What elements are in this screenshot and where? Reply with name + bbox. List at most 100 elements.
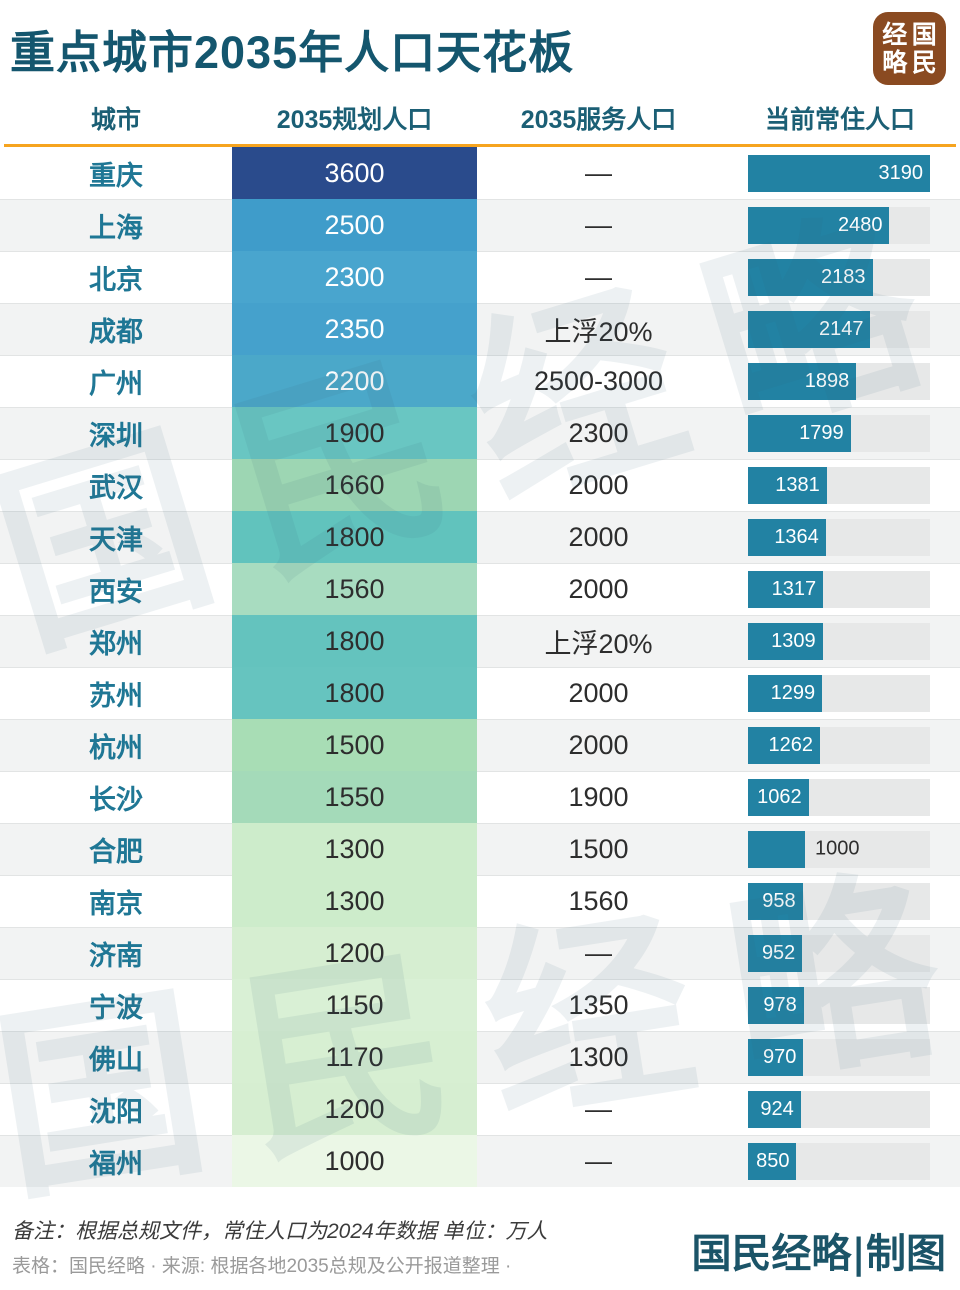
service-population-cell: — xyxy=(585,261,612,292)
population-bar-track: 850 xyxy=(748,1142,930,1180)
population-bar-value: 850 xyxy=(756,1149,790,1172)
planned-population-cell: 2350 xyxy=(232,303,477,355)
population-bar-value: 1364 xyxy=(774,525,819,548)
population-bar-track: 970 xyxy=(748,1038,930,1076)
population-bar-track: 1062 xyxy=(748,778,930,816)
population-bar-track: 1262 xyxy=(748,726,930,764)
population-bar-track: 1898 xyxy=(748,362,930,400)
service-population-cell: 1300 xyxy=(568,1041,629,1072)
population-bar-track: 1309 xyxy=(748,622,930,660)
population-bar-track: 924 xyxy=(748,1090,930,1128)
planned-population-cell: 1800 xyxy=(232,667,477,719)
population-bar-track: 1799 xyxy=(748,414,930,452)
city-name: 杭州 xyxy=(89,732,143,763)
current-population-cell: 2183 xyxy=(720,251,960,303)
footer-note-primary: 备注：根据总规文件，常住人口为2024年数据 单位：万人 xyxy=(12,1220,548,1243)
population-bar-track: 3190 xyxy=(748,154,930,192)
city-name: 武汉 xyxy=(89,472,143,503)
current-population-cell: 2147 xyxy=(720,303,960,355)
current-population-cell: 1381 xyxy=(720,459,960,511)
table-row: 长沙 1550 1900 1062 xyxy=(0,771,960,823)
service-population-cell: 1500 xyxy=(568,833,629,864)
current-population-cell: 1262 xyxy=(720,719,960,771)
population-bar-track: 952 xyxy=(748,934,930,972)
planned-population-cell: 1000 xyxy=(232,1135,477,1187)
population-bar-value: 952 xyxy=(761,941,796,964)
current-population-cell: 970 xyxy=(720,1031,960,1083)
footer-credit: 国民经略|制图 xyxy=(691,1230,946,1277)
table-row: 苏州 1800 2000 1299 xyxy=(0,667,960,719)
service-population-cell: 2000 xyxy=(568,729,629,760)
population-bar-value: 958 xyxy=(762,889,796,912)
service-population-cell: — xyxy=(585,1145,612,1176)
population-bar-fill: 1299 xyxy=(748,674,823,712)
population-bar-value: 2147 xyxy=(818,317,864,340)
service-population-cell: — xyxy=(585,209,612,240)
column-header-current: 当前常住人口 xyxy=(764,106,915,134)
header: 重点城市2035年人口天花板 经 国 略 民 xyxy=(0,0,960,92)
service-population-cell: 2000 xyxy=(568,521,629,552)
planned-population-cell: 1500 xyxy=(232,719,477,771)
table-row: 南京 1300 1560 958 xyxy=(0,875,960,927)
table-row: 杭州 1500 2000 1262 xyxy=(0,719,960,771)
table-row: 重庆 3600 — 3190 xyxy=(0,147,960,199)
city-name: 福州 xyxy=(89,1148,143,1179)
planned-population-cell: 1300 xyxy=(232,823,477,875)
logo-char: 略 xyxy=(882,48,908,77)
current-population-cell: 1062 xyxy=(720,771,960,823)
planned-population-cell: 3600 xyxy=(232,147,477,199)
planned-population-cell: 1550 xyxy=(232,771,477,823)
population-bar-value: 924 xyxy=(760,1097,794,1120)
population-bar-value: 970 xyxy=(762,1045,797,1068)
population-bar-fill: 3190 xyxy=(748,154,930,192)
table-row: 沈阳 1200 — 924 xyxy=(0,1083,960,1135)
current-population-cell: 1317 xyxy=(720,563,960,615)
current-population-cell: 1898 xyxy=(720,355,960,407)
population-bar-fill: 952 xyxy=(748,934,803,972)
service-population-cell: 2000 xyxy=(568,677,629,708)
table-row: 宁波 1150 1350 978 xyxy=(0,979,960,1031)
population-bar-fill: 2147 xyxy=(748,310,871,348)
population-bar-value: 978 xyxy=(763,993,797,1016)
population-bar-value: 1381 xyxy=(775,473,820,496)
population-bar-fill: 1317 xyxy=(748,570,824,608)
population-bar-value: 3190 xyxy=(878,161,924,184)
column-header-city: 城市 xyxy=(90,106,141,134)
city-name: 南京 xyxy=(89,888,143,919)
planned-population-cell: 1660 xyxy=(232,459,477,511)
table-row: 佛山 1170 1300 970 xyxy=(0,1031,960,1083)
table-row: 福州 1000 — 850 xyxy=(0,1135,960,1187)
population-bar-track: 2183 xyxy=(748,258,930,296)
population-bar-value: 1262 xyxy=(768,733,814,756)
population-bar-value: 2183 xyxy=(821,265,866,288)
population-bar-fill: 1799 xyxy=(748,414,851,452)
footer-note-source: 表格：国民经略 · 来源: 根据各地2035总规及公开报道整理 · xyxy=(12,1256,512,1277)
population-bar-track: 1000 xyxy=(748,830,930,868)
planned-population-cell: 2200 xyxy=(232,355,477,407)
city-name: 重庆 xyxy=(89,160,143,191)
column-header-planned: 2035规划人口 xyxy=(276,106,433,134)
planned-population-cell: 1150 xyxy=(232,979,477,1031)
table-row: 深圳 1900 2300 1799 xyxy=(0,407,960,459)
data-table: 重庆 3600 — 3190 上海 2500 — 2480 xyxy=(0,147,960,1187)
population-bar-fill: 1309 xyxy=(748,622,823,660)
planned-population-cell: 1200 xyxy=(232,1083,477,1135)
city-name: 苏州 xyxy=(89,680,143,711)
footer: 备注：根据总规文件，常住人口为2024年数据 单位：万人 表格：国民经略 · 来… xyxy=(12,1215,946,1278)
planned-population-cell: 1800 xyxy=(232,511,477,563)
service-population-cell: — xyxy=(585,157,612,188)
population-bar-value: 1317 xyxy=(771,577,817,600)
table-row: 合肥 1300 1500 1000 xyxy=(0,823,960,875)
population-bar-fill: 1262 xyxy=(748,726,820,764)
city-name: 长沙 xyxy=(89,784,143,815)
service-population-cell: 2000 xyxy=(568,573,629,604)
current-population-cell: 958 xyxy=(720,875,960,927)
population-bar-track: 978 xyxy=(748,986,930,1024)
city-name: 广州 xyxy=(89,368,143,399)
city-name: 天津 xyxy=(89,524,143,555)
footer-notes: 备注：根据总规文件，常住人口为2024年数据 单位：万人 表格：国民经略 · 来… xyxy=(12,1215,548,1278)
population-bar-fill: 924 xyxy=(748,1090,801,1128)
service-population-cell: 上浮20% xyxy=(544,316,653,347)
city-name: 济南 xyxy=(89,940,143,971)
